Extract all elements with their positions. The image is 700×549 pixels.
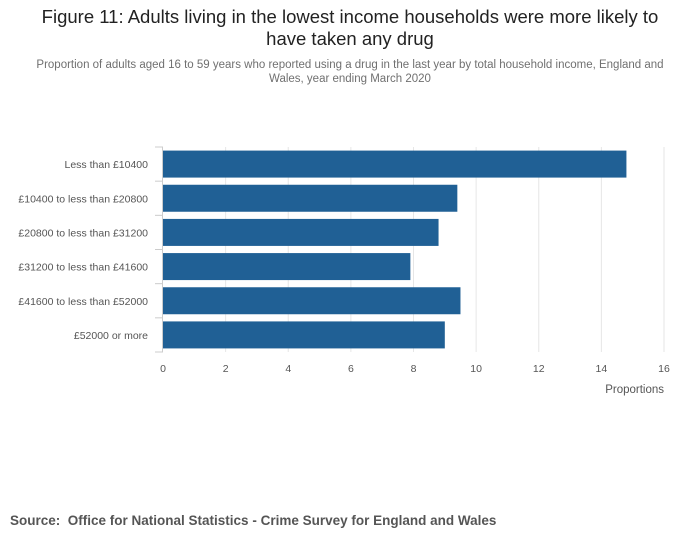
x-tick-label: 16 (658, 363, 670, 375)
x-tick-label: 4 (285, 363, 291, 375)
axes: 0 2 4 6 8 10 12 14 16 Less than £10400 £10400 to l… (18, 146, 670, 375)
x-tick-label: 0 (160, 363, 166, 375)
x-tick-label: 6 (348, 363, 354, 375)
y-category-label: £41600 to less than £52000 (18, 296, 148, 308)
bar (163, 321, 445, 349)
bars (163, 150, 627, 349)
source-label: Source: (10, 513, 61, 528)
chart-subtitle: Proportion of adults aged 16 to 59 years… (36, 59, 664, 85)
x-tick-label: 12 (533, 363, 545, 375)
y-category-label: £52000 or more (74, 330, 148, 342)
source-note: Source: Office for National Statistics -… (10, 513, 496, 528)
y-category-label: Less than £10400 (65, 159, 149, 171)
gridlines (225, 147, 665, 352)
chart-title: Figure 11: Adults living in the lowest i… (41, 6, 659, 49)
x-tick-label: 10 (470, 363, 482, 375)
x-axis-title: Proportions (605, 384, 664, 396)
y-category-label: £10400 to less than £20800 (18, 193, 148, 205)
bar (163, 150, 627, 178)
y-category-label: £20800 to less than £31200 (18, 227, 148, 239)
source-text: Office for National Statistics - Crime S… (67, 513, 497, 528)
bar (163, 218, 439, 246)
bar (163, 184, 458, 212)
x-tick-label: 2 (223, 363, 229, 375)
x-tick-label: 8 (411, 363, 417, 375)
bar-chart: 0 2 4 6 8 10 12 14 16 Less than £10400 £10400 to l… (18, 146, 670, 396)
bar (163, 253, 411, 281)
bar (163, 287, 461, 315)
x-tick-label: 14 (596, 363, 608, 375)
y-category-label: £31200 to less than £41600 (18, 262, 148, 274)
